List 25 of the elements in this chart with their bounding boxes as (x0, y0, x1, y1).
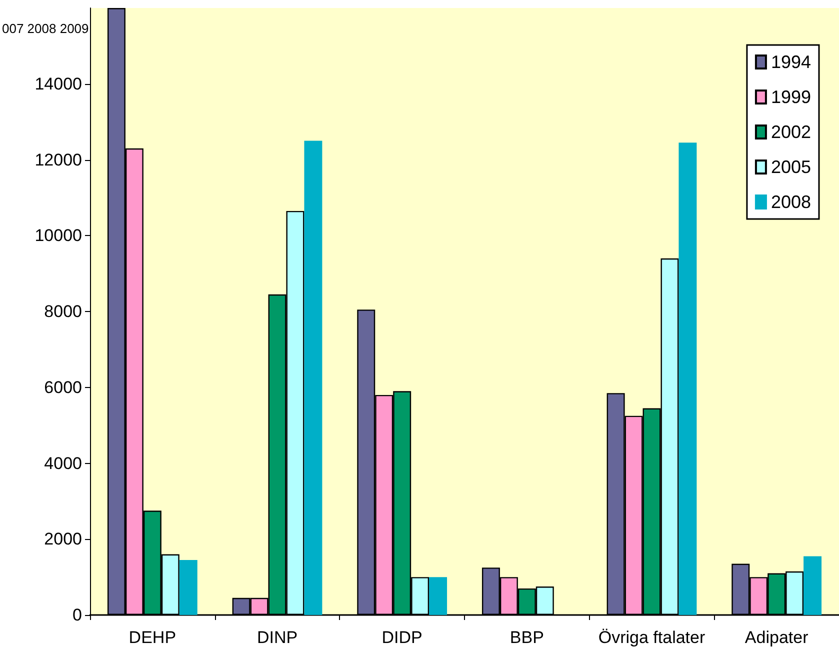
bar (804, 556, 822, 615)
y-tick-label: 0 (72, 606, 82, 624)
x-tick-label: DEHP (128, 628, 176, 647)
x-tick-label: Adipater (744, 628, 809, 647)
legend-label: 2002 (770, 122, 812, 142)
y-tick-label: 4000 (44, 454, 82, 473)
legend-label: 2005 (770, 157, 812, 177)
x-tick-label: DIDP (382, 628, 422, 647)
y-tick-label: 6000 (44, 378, 82, 397)
bar (304, 140, 322, 615)
y-tick-label: 8000 (44, 302, 82, 321)
bar (179, 560, 198, 615)
y-tick-label: 2000 (44, 530, 82, 549)
text: 007 2008 2009 (2, 21, 89, 36)
legend-label: 2008 (770, 192, 812, 212)
y-tick-label: 12000 (34, 150, 82, 170)
y-tick-label: 10000 (34, 226, 82, 246)
y-tick-label: 14000 (34, 74, 82, 94)
bar (678, 142, 697, 615)
legend-label: 1994 (770, 52, 812, 72)
x-tick-label: Övriga ftalater (598, 628, 706, 647)
legend-label: 1999 (770, 87, 812, 107)
bar (429, 577, 448, 615)
x-tick-label: DINP (256, 628, 298, 647)
x-tick-label: BBP (510, 628, 544, 647)
